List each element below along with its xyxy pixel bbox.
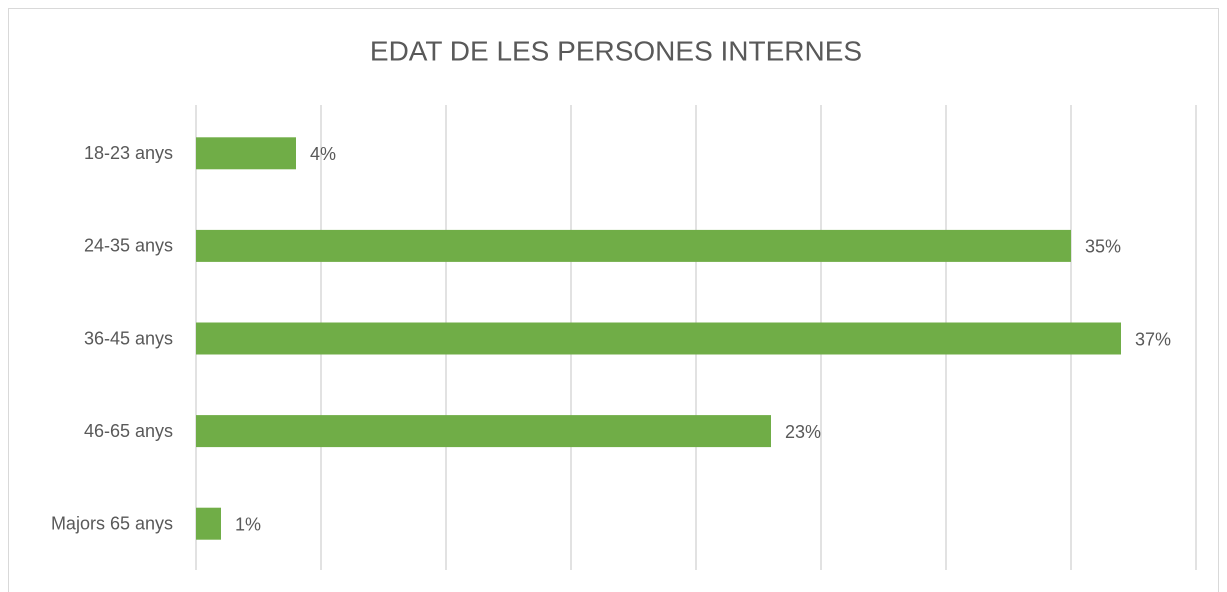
y-tick-label: 46-65 anys — [84, 421, 173, 441]
y-tick-label: Majors 65 anys — [51, 513, 173, 533]
y-tick-label: 24-35 anys — [84, 236, 173, 256]
bar — [196, 415, 771, 448]
data-label: 1% — [235, 514, 261, 534]
bar — [196, 322, 1121, 355]
bar — [196, 507, 221, 540]
bar — [196, 137, 296, 170]
chart-frame — [8, 8, 1219, 592]
y-tick-label: 18-23 anys — [84, 143, 173, 163]
bar — [196, 229, 1071, 262]
data-label: 4% — [310, 144, 336, 164]
y-tick-label: 36-45 anys — [84, 328, 173, 348]
chart-title: EDAT DE LES PERSONES INTERNES — [370, 35, 862, 66]
data-label: 37% — [1135, 329, 1171, 349]
data-label: 23% — [785, 422, 821, 442]
data-label: 35% — [1085, 237, 1121, 257]
